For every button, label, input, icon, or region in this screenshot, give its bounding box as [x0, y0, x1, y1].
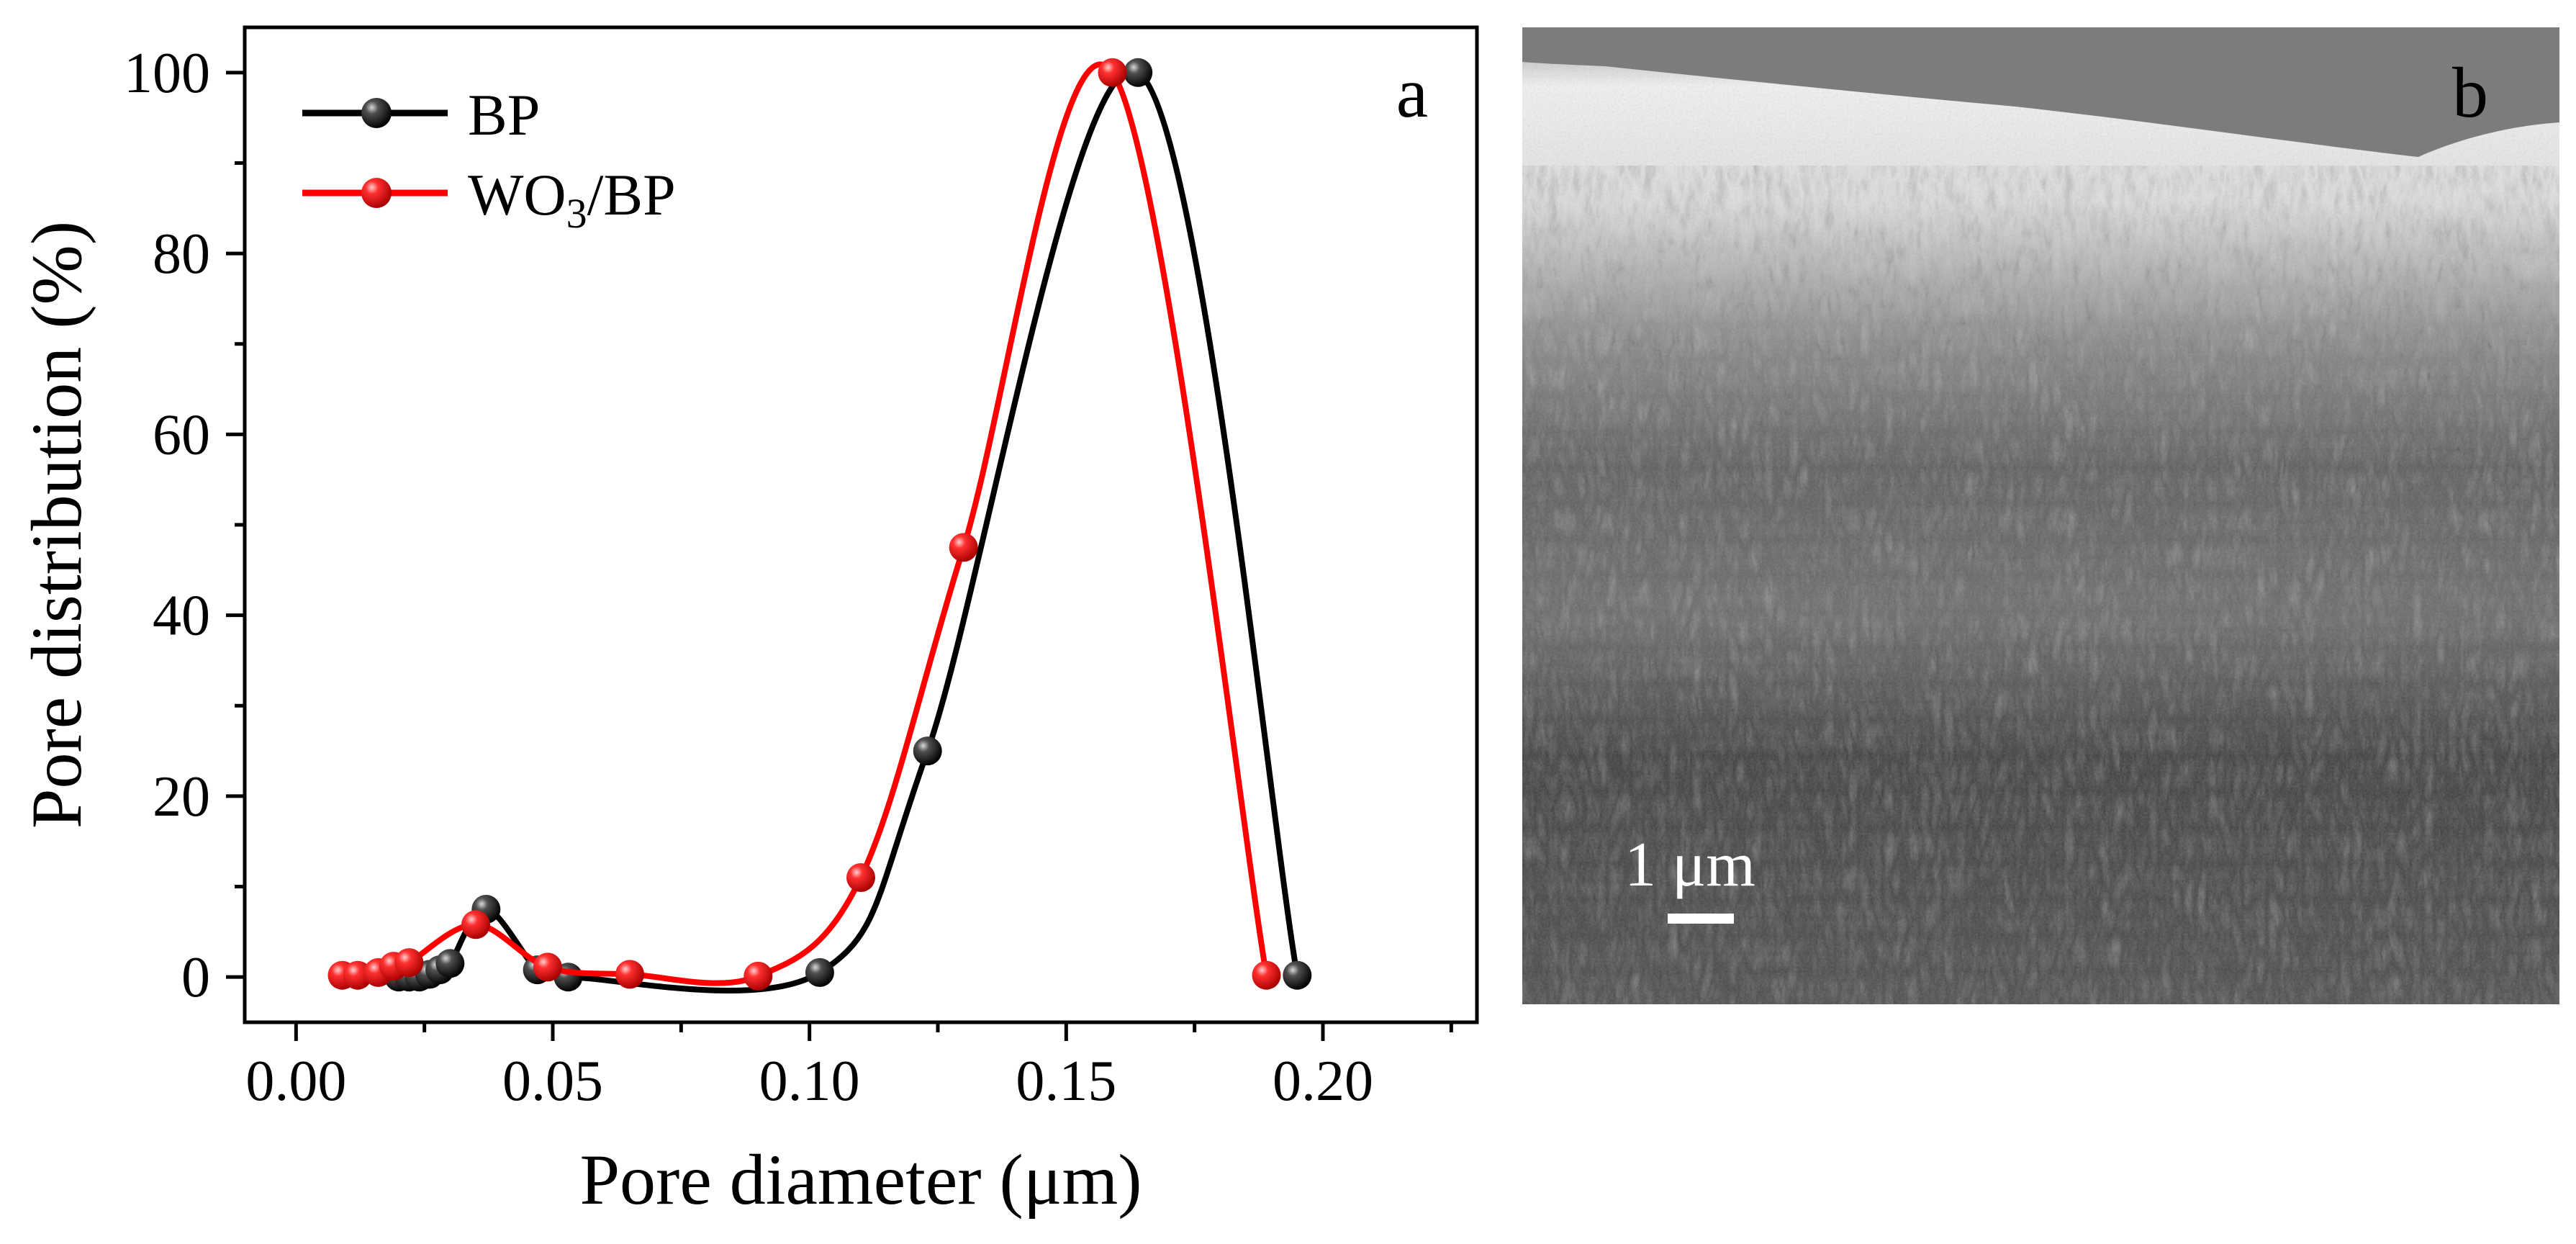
- x-axis-ticks: 0.00 0.05 0.10 0.15 0.20: [245, 1022, 1453, 1113]
- sem-background-gap: [1522, 27, 2559, 157]
- x-axis-title: Pore diameter (μm): [579, 1140, 1142, 1220]
- data-point-wo3bp: [744, 961, 773, 991]
- data-point-bp: [805, 957, 834, 987]
- data-point-wo3bp: [461, 910, 490, 939]
- data-point-bp: [1283, 960, 1312, 990]
- y-tick-label: 60: [153, 403, 210, 466]
- legend-label-bp: BP: [468, 82, 540, 148]
- legend: BP WO3/BP: [302, 82, 676, 237]
- panel-label-b: b: [2452, 53, 2488, 132]
- y-tick-label: 40: [153, 585, 210, 648]
- sem-image-panel: b 1 μm: [1522, 27, 2559, 1004]
- data-point-wo3bp: [615, 960, 644, 989]
- x-tick-label: 0.10: [759, 1050, 860, 1113]
- series-wo3bp: [327, 58, 1281, 991]
- data-point-bp: [913, 736, 942, 766]
- legend-label-wo3bp: WO3/BP: [468, 162, 676, 237]
- x-tick-label: 0.15: [1016, 1050, 1116, 1113]
- y-axis-ticks: 0 20 40 60 80 100: [124, 42, 245, 1009]
- panel-label-a: a: [1396, 53, 1428, 132]
- legend-entry-bp: BP: [302, 82, 540, 148]
- data-point-wo3bp: [394, 948, 424, 978]
- data-point-bp: [435, 949, 465, 978]
- y-tick-label: 80: [153, 222, 210, 286]
- data-point-wo3bp: [949, 533, 978, 562]
- data-point-bp: [1124, 58, 1153, 87]
- y-tick-label: 0: [181, 946, 210, 1009]
- legend-entry-wo3bp: WO3/BP: [302, 162, 676, 237]
- y-tick-label: 20: [153, 765, 210, 829]
- legend-marker-wo3bp: [361, 178, 392, 208]
- plot-area: [327, 58, 1312, 994]
- scale-bar: [1668, 914, 1734, 924]
- y-axis-title: Pore distribution (%): [17, 221, 96, 829]
- x-tick-label: 0.05: [502, 1050, 603, 1113]
- x-tick-label: 0.00: [245, 1050, 346, 1113]
- legend-marker-bp: [361, 98, 392, 128]
- data-point-wo3bp: [1252, 960, 1281, 990]
- x-tick-label: 0.20: [1273, 1050, 1373, 1113]
- y-tick-label: 100: [124, 42, 210, 105]
- scale-bar-label: 1 μm: [1624, 830, 1755, 900]
- chart-panel: 0.00 0.05 0.10 0.15 0.20 0 20 40 60 80 100 Pore d…: [17, 25, 1479, 1220]
- data-point-wo3bp: [533, 952, 562, 982]
- data-point-wo3bp: [1098, 58, 1127, 87]
- sem-noise-texture: [1522, 27, 2559, 1004]
- data-point-wo3bp: [846, 863, 875, 892]
